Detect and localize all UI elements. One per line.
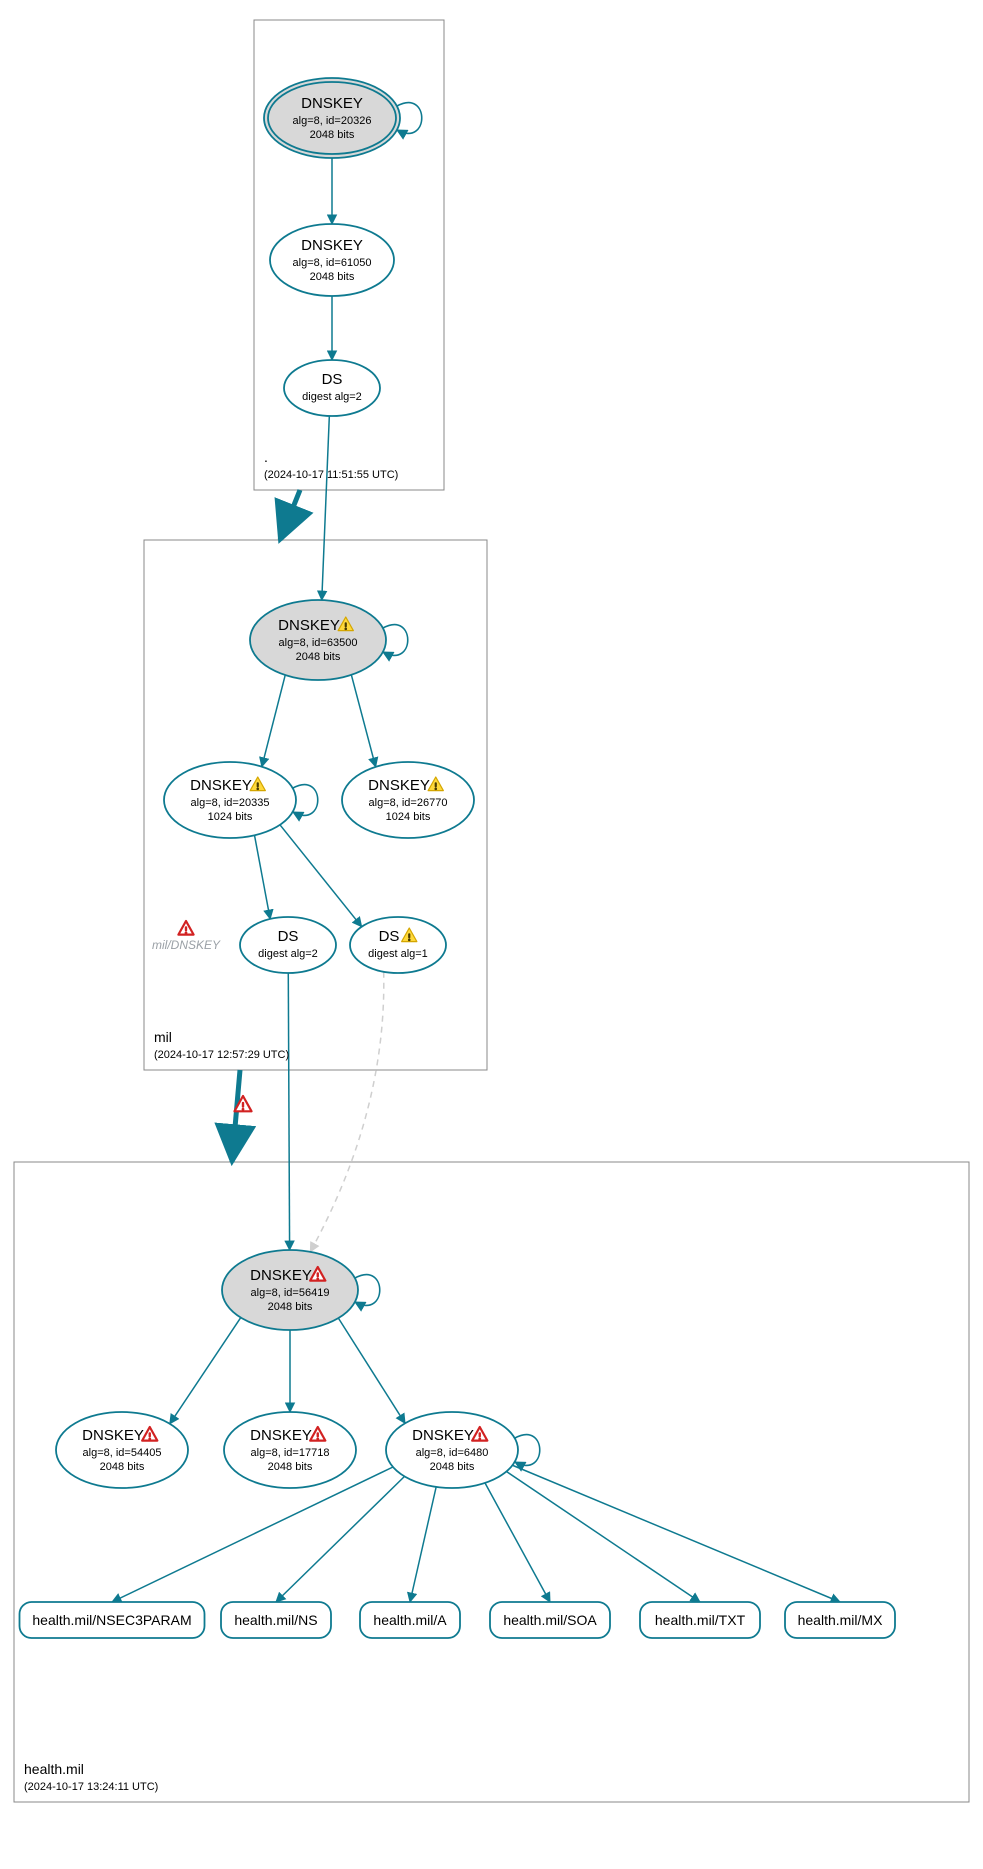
node-subtext: 2048 bits — [310, 129, 355, 141]
node-title: DNSKEY — [250, 1427, 312, 1444]
edge — [276, 1476, 405, 1602]
node-subtext: alg=8, id=54405 — [83, 1447, 162, 1459]
edge — [512, 1465, 840, 1602]
node-title: DS — [379, 928, 400, 945]
edge — [112, 1467, 393, 1602]
node-n5: DNSKEY alg=8, id=26770 1024 bits — [342, 762, 474, 838]
error-icon — [178, 921, 193, 935]
node-subtext: alg=8, id=63500 — [279, 637, 358, 649]
edge — [338, 1318, 405, 1423]
node-title: DNSKEY — [301, 95, 363, 112]
cluster-timestamp: (2024-10-17 12:57:29 UTC) — [154, 1049, 289, 1061]
node-title: DNSKEY — [82, 1427, 144, 1444]
node-subtext: 2048 bits — [310, 271, 355, 283]
floating-label-text: mil/DNSKEY — [152, 938, 221, 952]
node-subtext: alg=8, id=6480 — [416, 1447, 489, 1459]
nodes-layer: DNSKEY alg=8, id=20326 2048 bits DNSKEY alg=… — [20, 78, 896, 1638]
node-subtext: alg=8, id=20335 — [191, 797, 270, 809]
edge — [255, 835, 271, 919]
record-r4: health.mil/TXT — [640, 1602, 760, 1638]
node-title: DNSKEY — [301, 237, 363, 254]
cluster-edge — [232, 1070, 240, 1162]
floating-label: mil/DNSKEY — [152, 921, 221, 952]
node-subtext: alg=8, id=26770 — [369, 797, 448, 809]
node-subtext: 1024 bits — [208, 811, 253, 823]
node-n3: DNSKEY alg=8, id=63500 2048 bits — [250, 600, 386, 680]
record-r1: health.mil/NS — [221, 1602, 331, 1638]
node-n2: DS digest alg=2 — [284, 360, 380, 416]
node-n11: DNSKEY alg=8, id=6480 2048 bits — [386, 1412, 518, 1488]
edges-layer — [112, 103, 840, 1602]
edge — [351, 675, 375, 767]
node-title: DNSKEY — [250, 1267, 312, 1284]
node-subtext: digest alg=2 — [302, 391, 362, 403]
node-title: DNSKEY — [412, 1427, 474, 1444]
node-n7: DS digest alg=1 — [350, 917, 446, 973]
node-subtext: 2048 bits — [296, 651, 341, 663]
node-subtext: 1024 bits — [386, 811, 431, 823]
edge — [410, 1487, 436, 1602]
edge — [322, 416, 330, 600]
node-title: DNSKEY — [368, 777, 430, 794]
node-n6: DS digest alg=2 — [240, 917, 336, 973]
record-label: health.mil/MX — [798, 1612, 883, 1628]
cluster-timestamp: (2024-10-17 11:51:55 UTC) — [264, 469, 398, 481]
record-label: health.mil/A — [373, 1612, 447, 1628]
cluster-edge — [280, 490, 300, 540]
node-n10: DNSKEY alg=8, id=17718 2048 bits — [224, 1412, 356, 1488]
cluster-timestamp: (2024-10-17 13:24:11 UTC) — [24, 1781, 158, 1793]
node-n0: DNSKEY alg=8, id=20326 2048 bits — [264, 78, 400, 158]
node-subtext: digest alg=2 — [258, 948, 318, 960]
record-r0: health.mil/NSEC3PARAM — [20, 1602, 205, 1638]
record-label: health.mil/SOA — [503, 1612, 597, 1628]
record-label: health.mil/NS — [234, 1612, 317, 1628]
record-r5: health.mil/MX — [785, 1602, 895, 1638]
record-label: health.mil/NSEC3PARAM — [32, 1612, 191, 1628]
record-r3: health.mil/SOA — [490, 1602, 610, 1638]
node-n8: DNSKEY alg=8, id=56419 2048 bits — [222, 1250, 358, 1330]
node-subtext: alg=8, id=17718 — [251, 1447, 330, 1459]
node-title: DS — [278, 928, 299, 945]
node-title: DNSKEY — [278, 617, 340, 634]
node-subtext: 2048 bits — [100, 1461, 145, 1473]
edge — [485, 1483, 550, 1602]
edge — [280, 825, 362, 927]
edge — [288, 973, 289, 1250]
edge — [262, 675, 285, 767]
dnsviz-diagram: DNSKEY alg=8, id=20326 2048 bits DNSKEY alg=… — [0, 0, 983, 1869]
edge — [506, 1471, 700, 1602]
cluster-label: health.mil — [24, 1761, 84, 1777]
record-label: health.mil/TXT — [655, 1612, 746, 1628]
node-subtext: alg=8, id=61050 — [293, 257, 372, 269]
node-title: DS — [322, 371, 343, 388]
edge-dashed — [310, 972, 383, 1252]
node-subtext: alg=8, id=56419 — [251, 1287, 330, 1299]
node-subtext: 2048 bits — [268, 1301, 313, 1313]
node-subtext: 2048 bits — [268, 1461, 313, 1473]
edge — [170, 1318, 241, 1424]
node-n1: DNSKEY alg=8, id=61050 2048 bits — [270, 224, 394, 296]
record-r2: health.mil/A — [360, 1602, 460, 1638]
node-subtext: 2048 bits — [430, 1461, 475, 1473]
node-subtext: alg=8, id=20326 — [293, 115, 372, 127]
node-subtext: digest alg=1 — [368, 948, 428, 960]
node-n9: DNSKEY alg=8, id=54405 2048 bits — [56, 1412, 188, 1488]
node-title: DNSKEY — [190, 777, 252, 794]
cluster-label: . — [264, 449, 268, 465]
node-n4: DNSKEY alg=8, id=20335 1024 bits — [164, 762, 296, 838]
cluster-label: mil — [154, 1029, 172, 1045]
